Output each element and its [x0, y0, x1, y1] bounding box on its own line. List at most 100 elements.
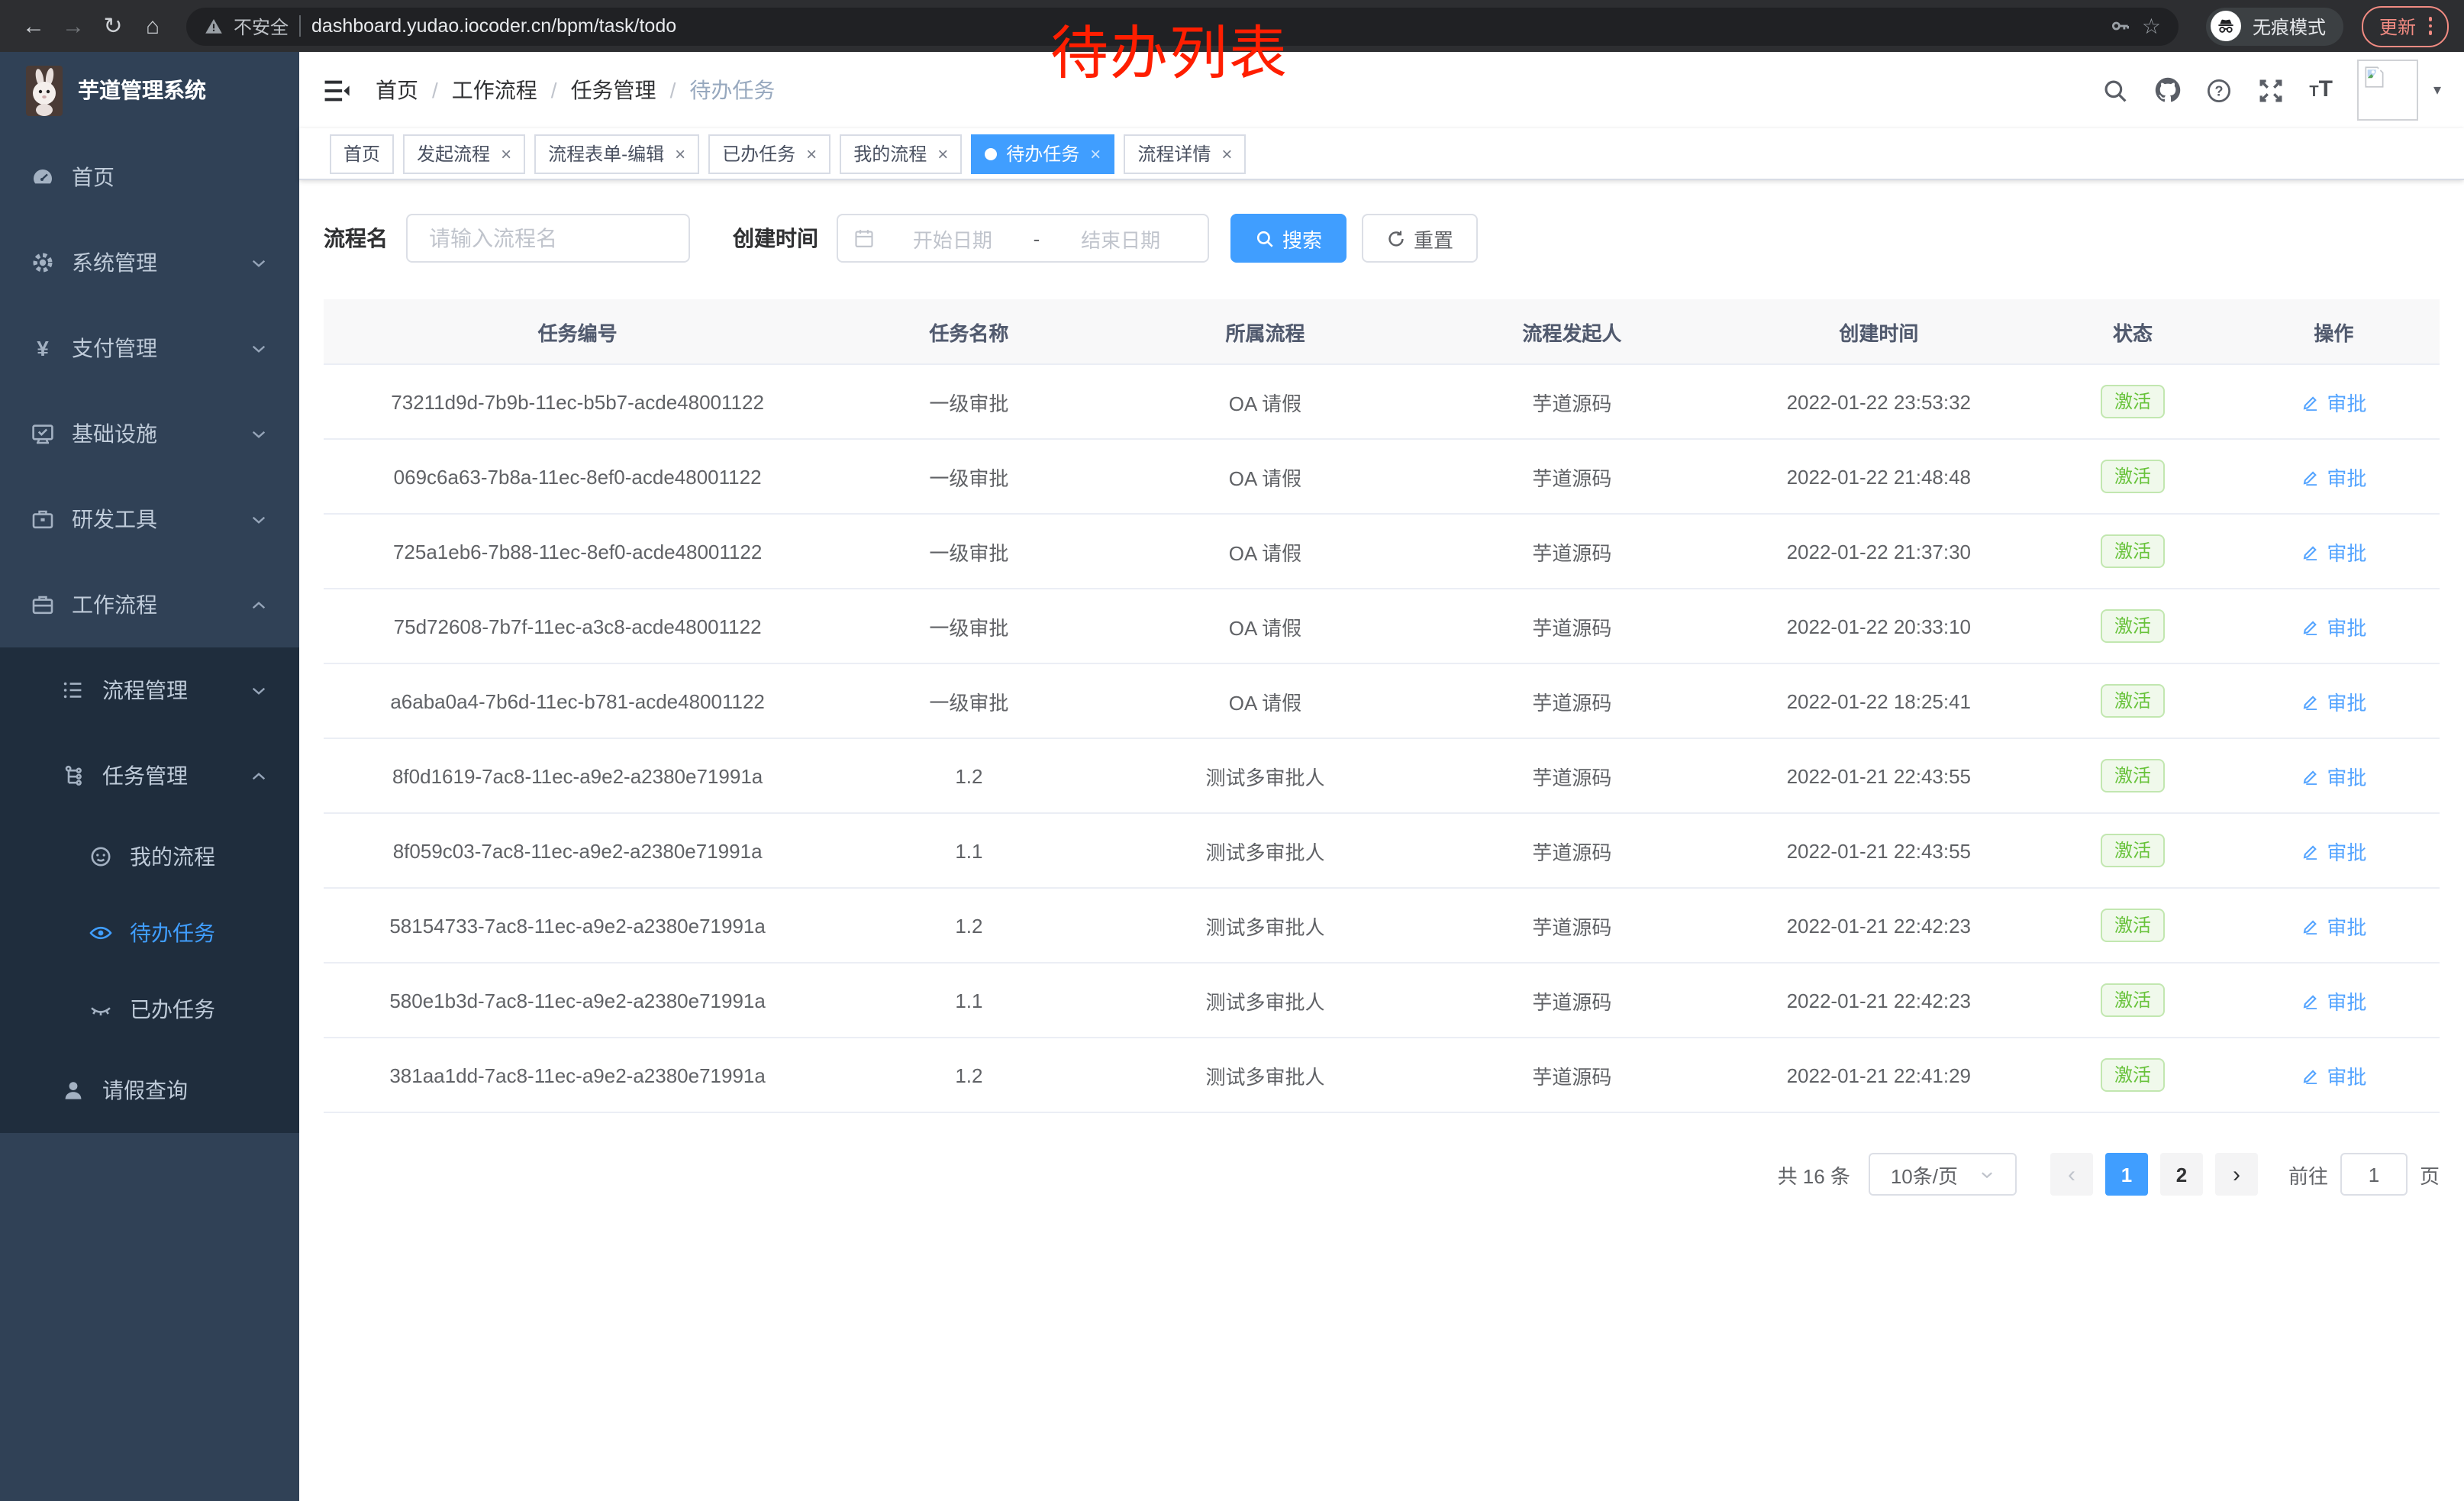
- sidebar-item-研发工具[interactable]: 研发工具: [0, 476, 299, 562]
- url-text[interactable]: dashboard.yudao.iocoder.cn/bpm/task/todo: [311, 15, 677, 37]
- breadcrumb-item[interactable]: 工作流程: [451, 78, 537, 102]
- github-icon[interactable]: [2153, 76, 2181, 104]
- browser-home-icon[interactable]: ⌂: [145, 13, 160, 39]
- bookmark-star-icon[interactable]: ☆: [2141, 13, 2161, 37]
- user-icon: [61, 1078, 85, 1102]
- approve-button[interactable]: 审批: [2301, 1060, 2366, 1089]
- tab-流程详情[interactable]: 流程详情 ×: [1124, 134, 1247, 173]
- page-size-select[interactable]: 10条/页: [1868, 1153, 2017, 1196]
- sidebar-item-已办任务[interactable]: 已办任务: [0, 971, 299, 1047]
- security-label[interactable]: 不安全: [234, 16, 289, 37]
- address-bar[interactable]: 不安全 dashboard.yudao.iocoder.cn/bpm/task/…: [186, 7, 2179, 45]
- sidebar-item-label: 请假查询: [102, 1078, 188, 1102]
- browser-back-icon[interactable]: ←: [22, 13, 45, 39]
- incognito-icon: [2211, 11, 2242, 41]
- tab-close-icon[interactable]: ×: [1090, 143, 1101, 164]
- tab-流程表单-编辑[interactable]: 流程表单-编辑 ×: [534, 134, 700, 173]
- search-button-icon: [1255, 228, 1275, 248]
- process-cell: OA 请假: [1106, 364, 1424, 440]
- approve-button[interactable]: 审批: [2301, 836, 2366, 865]
- action-cell: 审批: [2227, 364, 2440, 440]
- help-icon[interactable]: ?: [2205, 76, 2233, 104]
- face-icon: [89, 844, 113, 869]
- approve-button[interactable]: 审批: [2301, 686, 2366, 715]
- key-icon[interactable]: [2110, 15, 2131, 37]
- omnibox-divider: [299, 15, 302, 37]
- tab-close-icon[interactable]: ×: [937, 143, 949, 164]
- page-button-2[interactable]: 2: [2159, 1153, 2203, 1196]
- tab-close-icon[interactable]: ×: [1221, 143, 1233, 164]
- task-name-cell: 一级审批: [831, 663, 1107, 739]
- next-page-button[interactable]: ›: [2214, 1153, 2258, 1196]
- reset-button[interactable]: 重置: [1362, 214, 1479, 263]
- process-cell: OA 请假: [1106, 589, 1424, 664]
- end-date-placeholder[interactable]: 结束日期: [1081, 228, 1161, 251]
- sidebar-item-待办任务[interactable]: 待办任务: [0, 895, 299, 971]
- task-id-cell: 8f059c03-7ac8-11ec-a9e2-a2380e71991a: [324, 813, 832, 889]
- tab-待办任务[interactable]: 待办任务 ×: [971, 134, 1115, 173]
- approve-button[interactable]: 审批: [2301, 761, 2366, 790]
- sidebar-item-支付管理[interactable]: ¥ 支付管理: [0, 305, 299, 391]
- fullscreen-icon[interactable]: [2257, 76, 2285, 104]
- action-cell: 审批: [2227, 813, 2440, 889]
- tab-close-icon[interactable]: ×: [675, 143, 686, 164]
- approve-button[interactable]: 审批: [2301, 986, 2366, 1015]
- tab-首页[interactable]: 首页: [330, 134, 395, 173]
- eye-icon: [89, 921, 113, 945]
- process-name-input[interactable]: [426, 224, 670, 252]
- chevron-down-icon: [249, 509, 269, 529]
- sidebar-item-流程管理[interactable]: 流程管理: [0, 647, 299, 733]
- approve-button[interactable]: 审批: [2301, 911, 2366, 940]
- sidebar-item-请假查询[interactable]: 请假查询: [0, 1047, 299, 1133]
- font-size-icon[interactable]: TT: [2309, 76, 2333, 102]
- task-name-cell: 一级审批: [831, 589, 1107, 664]
- created-time-cell: 2022-01-21 22:41:29: [1720, 1038, 2038, 1113]
- avatar-caret-icon[interactable]: ▾: [2433, 82, 2441, 98]
- sidebar-item-label: 任务管理: [102, 763, 188, 788]
- sidebar-item-工作流程[interactable]: 工作流程: [0, 562, 299, 647]
- approve-button[interactable]: 审批: [2301, 387, 2366, 416]
- incognito-label: 无痕模式: [2252, 16, 2326, 37]
- sidebar-item-首页[interactable]: 首页: [0, 134, 299, 220]
- date-range-picker[interactable]: 开始日期 - 结束日期: [837, 214, 1209, 263]
- sidebar-item-任务管理[interactable]: 任务管理: [0, 733, 299, 818]
- action-cell: 审批: [2227, 514, 2440, 589]
- search-button[interactable]: 搜索: [1230, 214, 1347, 263]
- browser-reload-icon[interactable]: ↻: [103, 14, 123, 40]
- browser-menu-icon[interactable]: [2428, 17, 2432, 35]
- approve-button[interactable]: 审批: [2301, 537, 2366, 566]
- action-cell: 审批: [2227, 738, 2440, 814]
- sidebar-collapse-icon[interactable]: [322, 76, 351, 105]
- goto-page-input[interactable]: [2340, 1153, 2408, 1196]
- tab-label: 我的流程: [853, 144, 927, 165]
- prev-page-button[interactable]: ‹: [2050, 1153, 2093, 1196]
- tab-我的流程[interactable]: 我的流程 ×: [840, 134, 963, 173]
- annotation-overlay: 待办列表: [1050, 23, 1289, 87]
- app-logo-row[interactable]: 芋道管理系统: [0, 52, 299, 128]
- tab-close-icon[interactable]: ×: [806, 143, 818, 164]
- start-date-placeholder[interactable]: 开始日期: [912, 228, 992, 251]
- task-id-cell: 58154733-7ac8-11ec-a9e2-a2380e71991a: [324, 888, 832, 964]
- sidebar-item-我的流程[interactable]: 我的流程: [0, 818, 299, 895]
- update-label[interactable]: 更新: [2379, 16, 2416, 37]
- tab-发起流程[interactable]: 发起流程 ×: [403, 134, 526, 173]
- breadcrumb-item[interactable]: 任务管理: [570, 78, 656, 102]
- task-id-cell: a6aba0a4-7b6d-11ec-b781-acde48001122: [324, 663, 832, 739]
- browser-update-button[interactable]: 更新: [2362, 5, 2449, 47]
- approve-button[interactable]: 审批: [2301, 612, 2366, 641]
- browser-forward-icon[interactable]: →: [62, 13, 85, 39]
- table-row: 381aa1dd-7ac8-11ec-a9e2-a2380e71991a 1.2 测…: [324, 1038, 2440, 1113]
- avatar[interactable]: [2356, 60, 2418, 121]
- tab-close-icon[interactable]: ×: [501, 143, 512, 164]
- chevron-up-icon: [249, 766, 269, 786]
- breadcrumb-item[interactable]: 首页: [376, 78, 418, 102]
- process-cell: 测试多审批人: [1106, 738, 1424, 814]
- tab-已办任务[interactable]: 已办任务 ×: [708, 134, 831, 173]
- dashboard-icon: [31, 165, 55, 189]
- approve-button[interactable]: 审批: [2301, 462, 2366, 491]
- edit-icon: [2301, 541, 2320, 561]
- sidebar-item-基础设施[interactable]: 基础设施: [0, 391, 299, 476]
- page-button-1[interactable]: 1: [2104, 1153, 2148, 1196]
- search-icon[interactable]: [2101, 76, 2129, 104]
- sidebar-item-系统管理[interactable]: 系统管理: [0, 220, 299, 305]
